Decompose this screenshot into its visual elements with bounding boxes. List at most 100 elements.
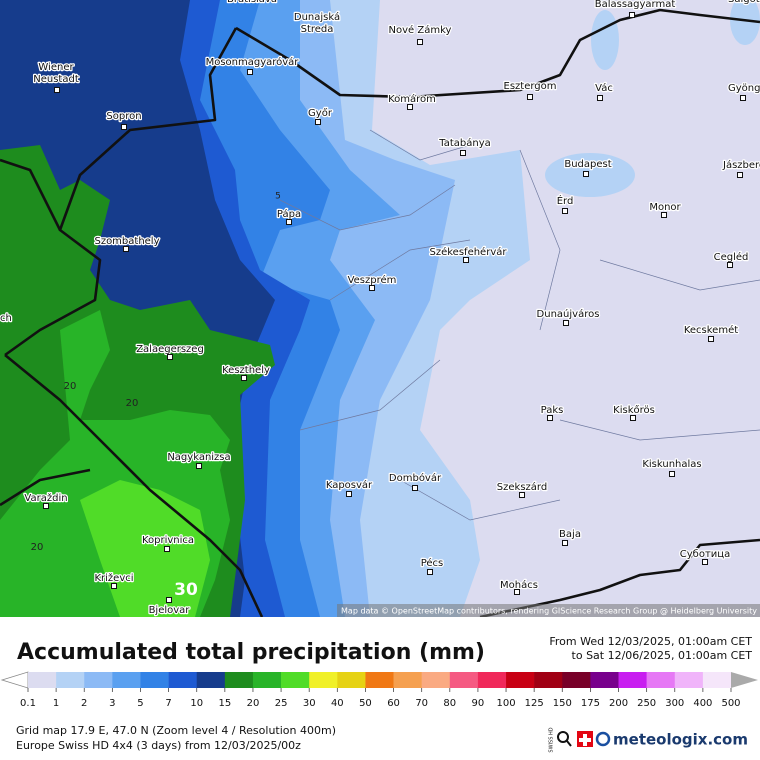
brand: meteologix.com (613, 731, 748, 749)
scale-swatch (449, 672, 479, 688)
scale-swatch (674, 672, 704, 688)
city-dot (630, 415, 636, 421)
scale-swatch (56, 672, 85, 688)
scale-swatch (309, 672, 338, 688)
scale-swatch (590, 672, 619, 688)
scale-label: 1 (53, 698, 59, 709)
scale-over (731, 672, 758, 688)
city-label: Koprivnica (142, 535, 194, 546)
scale-swatch (84, 672, 113, 688)
brand-icon (595, 731, 611, 747)
city-dot (315, 119, 321, 125)
city-label: Pécs (421, 557, 444, 569)
scale-label: 175 (581, 698, 600, 709)
scale-label: 125 (525, 698, 544, 709)
city-label: Sopron (106, 111, 141, 122)
scale-label: 150 (553, 698, 572, 709)
city-dot (519, 492, 525, 498)
scale-label: 500 (721, 698, 740, 709)
scale-label: 30 (303, 698, 316, 709)
city-label: Cegléd (714, 251, 749, 263)
city-label: Bratislava (227, 0, 277, 5)
scale-label: 250 (637, 698, 656, 709)
color-scale: 0.1 1 2 3 5 7 10 15 20 25 30 40 50 60 70 80 90 100 125 150 1… (0, 671, 758, 709)
city-dot (241, 375, 247, 381)
city-dot (629, 12, 635, 18)
city-label: Székesfehérvár (430, 246, 508, 258)
city-dot (247, 69, 253, 75)
scale-label: 300 (665, 698, 684, 709)
city-dot (43, 503, 49, 509)
city-label: Esztergom (504, 81, 557, 92)
city-label: Nagykanizsa (167, 452, 230, 463)
scale-label: 2 (81, 698, 87, 709)
city-label: Varaždin (24, 492, 67, 504)
city-dot (369, 285, 375, 291)
city-dot (164, 546, 170, 552)
footer-grid: Grid map 17.9 E, 47.0 N (Zoom level 4 / … (16, 724, 336, 737)
city-dot (669, 471, 675, 477)
scale-swatch (168, 672, 198, 688)
city-dot (196, 463, 202, 469)
city-label: Keszthely (222, 365, 270, 376)
search-icon (557, 731, 569, 743)
scale-label: 90 (472, 698, 485, 709)
city-label: ch (0, 313, 12, 324)
scale-label: 5 (137, 698, 143, 709)
city-dot (702, 559, 708, 565)
scale-label: 7 (165, 698, 171, 709)
scale-label: 20 (247, 698, 260, 709)
city-dot (407, 104, 413, 110)
city-dot (167, 354, 173, 360)
city-label: Pápa (277, 208, 301, 220)
contour-label: 5 (275, 192, 281, 202)
scale-swatch (562, 672, 591, 688)
city-label: Суботица (680, 549, 730, 560)
city-label: Győr (308, 107, 333, 119)
swiss-cross (579, 734, 591, 746)
city-dot (412, 485, 418, 491)
contour-label: 30 (174, 580, 198, 600)
city-dot (427, 569, 433, 575)
city-label: Gyöngyös (728, 83, 760, 94)
city-label: Szombathely (94, 236, 159, 247)
city-label: Érd (557, 194, 574, 207)
precip-area (545, 153, 635, 197)
city-label: Jászberény (722, 159, 760, 171)
city-label: Salgótarján (728, 0, 760, 5)
attribution: Map data © OpenStreetMap contributors, r… (341, 607, 757, 616)
badge: SWISS HD (549, 727, 555, 752)
city-label: Balassagyarmat (595, 0, 676, 10)
scale-swatch (337, 672, 366, 688)
city-label: Kecskemét (684, 324, 738, 336)
scale-swatch (534, 672, 563, 688)
city-label: Kiskőrös (613, 404, 655, 416)
city-label: Neustadt (33, 74, 79, 85)
city-dot (514, 589, 520, 595)
scale-swatch (196, 672, 226, 688)
attribution-box (337, 604, 760, 617)
city-label: Wiener (38, 62, 74, 73)
city-label: Streda (301, 24, 334, 35)
city-dot (166, 597, 172, 603)
scale-label: 3 (109, 698, 115, 709)
scale-swatch (702, 672, 732, 688)
city-dot (121, 124, 127, 130)
scale-swatch (646, 672, 676, 688)
city-label: Tatabánya (438, 137, 491, 149)
scale-swatch (618, 672, 647, 688)
city-label: Monor (649, 202, 681, 213)
city-label: Kaposvár (326, 479, 373, 491)
city-label: Mosonmagyaróvár (206, 56, 300, 68)
scale-swatch (252, 672, 282, 688)
footer-model: Europe Swiss HD 4x4 (3 days) from 12/03/… (16, 739, 301, 752)
city-dot (597, 95, 603, 101)
city-dot (562, 540, 568, 546)
scale-swatch (281, 672, 310, 688)
city-label: Dunajská (294, 11, 340, 23)
scale-swatch (365, 672, 394, 688)
scale-label: 0.1 (20, 698, 36, 709)
legend-panel (0, 617, 760, 760)
